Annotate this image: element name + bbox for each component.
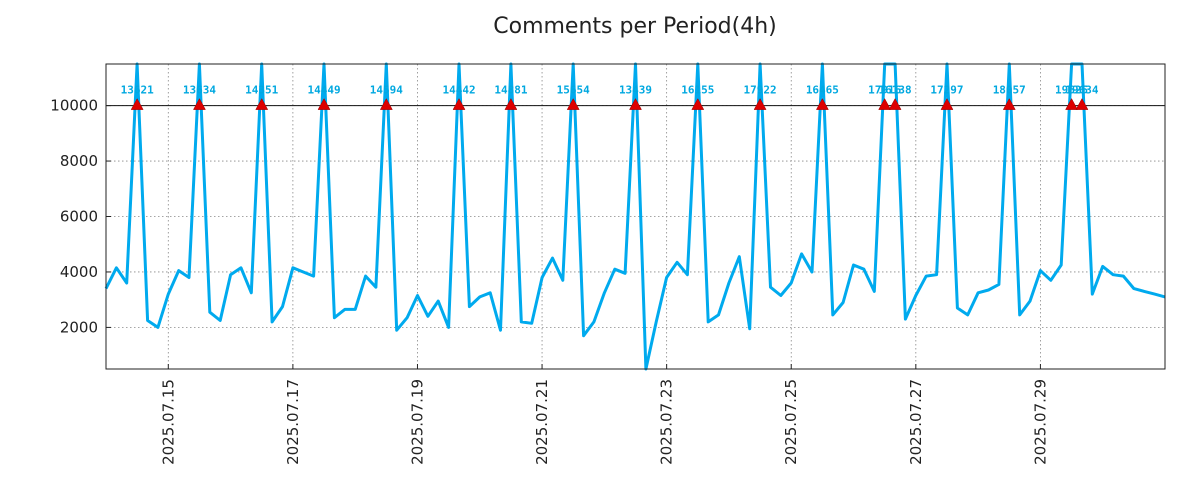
peak-marker bbox=[878, 98, 892, 110]
y-tick-label: 8000 bbox=[60, 152, 98, 170]
peak-label: 17916 bbox=[868, 84, 901, 97]
peak-marker bbox=[691, 98, 705, 110]
peak-label: 13621 bbox=[121, 84, 154, 97]
x-axis: 2025.07.15 2025.07.17 2025.07.19 2025.07.21… bbox=[159, 364, 1049, 465]
x-tick-label: 2025.07.25 bbox=[782, 379, 800, 465]
x-tick-label: 2025.07.15 bbox=[159, 379, 177, 465]
peak-label: 14881 bbox=[494, 84, 527, 97]
peak-marker bbox=[193, 98, 206, 110]
x-tick-label: 2025.07.23 bbox=[658, 379, 676, 465]
y-tick-label: 10000 bbox=[50, 97, 98, 115]
peak-marker bbox=[940, 98, 954, 110]
x-tick-label: 2025.07.29 bbox=[1031, 379, 1049, 465]
peak-label: 13634 bbox=[183, 84, 216, 97]
peak-marker bbox=[255, 98, 269, 110]
y-tick-label: 4000 bbox=[60, 263, 98, 281]
peak-label: 13439 bbox=[619, 84, 652, 97]
peak-label: 17297 bbox=[930, 84, 963, 97]
peak-marker bbox=[452, 98, 466, 110]
x-tick-label: 2025.07.17 bbox=[284, 379, 302, 465]
chart-title: Comments per Period(4h) bbox=[493, 14, 777, 39]
y-axis: 2000 4000 6000 8000 10000 bbox=[50, 97, 111, 336]
x-tick-label: 2025.07.27 bbox=[907, 379, 925, 465]
peak-label: 14351 bbox=[245, 84, 278, 97]
peak-label: 16155 bbox=[681, 84, 714, 97]
peak-marker bbox=[1075, 98, 1089, 110]
peak-marker bbox=[1065, 98, 1078, 110]
peak-label-layer: 13621 13634 14351 14449 14594 14442 14881 15654… bbox=[121, 84, 1099, 97]
peak-marker bbox=[629, 98, 642, 110]
peak-marker bbox=[1002, 98, 1016, 110]
peak-label: 16138 bbox=[879, 84, 912, 97]
x-tick-label: 2025.07.21 bbox=[533, 379, 551, 465]
peak-label: 18057 bbox=[993, 84, 1026, 97]
peak-label: 19634 bbox=[1065, 84, 1098, 97]
peak-marker bbox=[888, 98, 902, 110]
peak-label: 19625 bbox=[1055, 84, 1088, 97]
y-tick-label: 6000 bbox=[60, 208, 98, 226]
peak-label: 14442 bbox=[442, 84, 475, 97]
peak-marker bbox=[379, 98, 393, 110]
peak-label: 17922 bbox=[744, 84, 777, 97]
peak-label: 16465 bbox=[806, 84, 839, 97]
peak-marker bbox=[317, 98, 331, 110]
peak-marker bbox=[815, 98, 829, 110]
peak-label: 15654 bbox=[557, 84, 590, 97]
peak-marker-layer bbox=[130, 98, 1089, 110]
peak-marker bbox=[566, 98, 580, 110]
peak-marker bbox=[130, 98, 144, 110]
x-tick-label: 2025.07.19 bbox=[408, 379, 426, 465]
peak-label: 14449 bbox=[307, 84, 340, 97]
peak-label: 14594 bbox=[370, 84, 403, 97]
peak-marker bbox=[753, 98, 767, 110]
y-tick-label: 2000 bbox=[60, 318, 98, 336]
peak-marker bbox=[504, 98, 518, 110]
